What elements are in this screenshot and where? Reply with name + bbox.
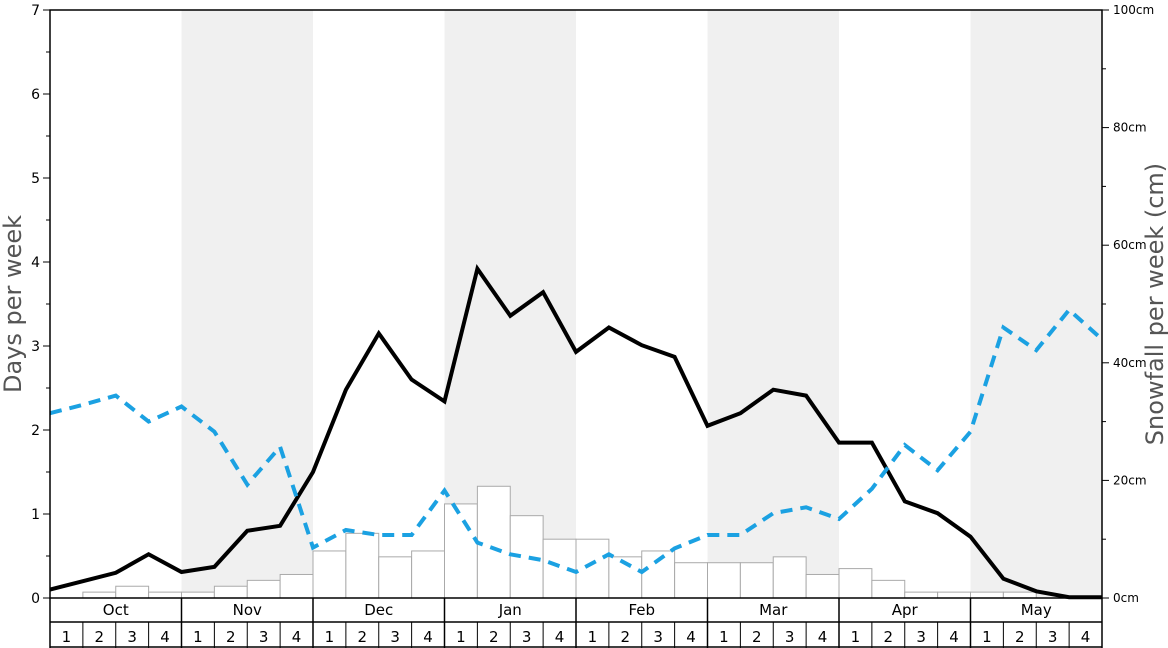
right-tick-label: 60cm: [1113, 238, 1147, 252]
right-tick-label: 80cm: [1113, 121, 1147, 135]
snowfall-bar-2: [82, 591, 117, 599]
week-label: 3: [259, 628, 269, 646]
week-label: 1: [456, 628, 466, 646]
week-label: 1: [193, 628, 203, 646]
month-label-feb: Feb: [628, 601, 655, 619]
week-label: 3: [127, 628, 137, 646]
snowfall-bar-26: [871, 579, 906, 599]
week-label: 3: [1048, 628, 1058, 646]
snowfall-bar-28: [937, 591, 971, 599]
week-label: 1: [982, 628, 992, 646]
snowfall-bar-6: [213, 585, 248, 599]
week-label: 2: [1015, 628, 1025, 646]
week-label: 3: [653, 628, 663, 646]
snowfall-bar-25: [838, 568, 873, 599]
week-label: 4: [1081, 628, 1091, 646]
month-shading: [181, 10, 1102, 598]
week-label: 2: [95, 628, 105, 646]
snowfall-bar-8: [279, 573, 314, 599]
snowfall-bar-12: [411, 550, 445, 599]
snowfall-bar-3: [115, 585, 150, 599]
right-tick-label: 40cm: [1113, 356, 1147, 370]
left-tick-label: 0: [31, 591, 40, 607]
week-label: 4: [818, 628, 828, 646]
snowfall-bar-9: [312, 550, 347, 599]
month-label-nov: Nov: [233, 601, 262, 619]
month-label-apr: Apr: [892, 601, 919, 619]
snowfall-bar-5: [181, 591, 215, 599]
right-tick-label: 20cm: [1113, 473, 1147, 487]
month-shade-may: [970, 10, 1102, 598]
month-shade-mar: [707, 10, 839, 598]
solid-series-line: [49, 263, 1102, 600]
month-shade-nov: [181, 10, 313, 598]
snowfall-bar-7: [246, 579, 281, 599]
week-label: 4: [292, 628, 302, 646]
week-label: 2: [884, 628, 894, 646]
snowfall-bar-17: [575, 538, 610, 599]
left-tick-label: 7: [31, 3, 40, 19]
dashed-line-series: [49, 307, 1104, 575]
month-label-may: May: [1021, 601, 1052, 619]
week-label: 4: [686, 628, 696, 646]
week-label: 2: [226, 628, 236, 646]
snowfall-bar-30: [1002, 591, 1037, 599]
left-tick-label: 1: [31, 507, 40, 523]
week-label: 2: [621, 628, 631, 646]
snowfall-bar-13: [444, 503, 478, 599]
left-axis: 0 1 2 3 4 5 6 7: [31, 3, 50, 607]
month-label-oct: Oct: [103, 601, 129, 619]
snowfall-bars: [82, 485, 1037, 599]
week-label: 1: [719, 628, 729, 646]
snowfall-bar-4: [148, 591, 182, 599]
week-label: 2: [752, 628, 762, 646]
left-tick-label: 4: [31, 255, 40, 271]
week-label: 3: [522, 628, 532, 646]
week-label: 4: [160, 628, 170, 646]
left-axis-title: Days per week: [0, 215, 27, 393]
week-label: 1: [325, 628, 335, 646]
left-tick-label: 5: [31, 171, 40, 187]
week-label: 3: [390, 628, 400, 646]
right-tick-label: 100cm: [1113, 3, 1154, 17]
snowfall-bar-23: [772, 556, 807, 599]
solid-line-series: [49, 263, 1102, 600]
week-label: 1: [62, 628, 72, 646]
week-label: 2: [489, 628, 499, 646]
snowfall-bar-22: [739, 562, 774, 599]
month-label-dec: Dec: [364, 601, 393, 619]
snowfall-bar-10: [345, 532, 380, 599]
week-label: 1: [851, 628, 861, 646]
dashed-series-line: [49, 307, 1104, 575]
snowfall-bar-29: [970, 591, 1004, 599]
week-label: 1: [588, 628, 598, 646]
right-axis-title: Snowfall per week (cm): [1141, 163, 1168, 445]
snowfall-bar-21: [707, 562, 741, 599]
left-tick-label: 2: [31, 423, 40, 439]
month-label-mar: Mar: [759, 601, 788, 619]
right-axis: 0cm 20cm 40cm 60cm 80cm 100cm: [1102, 3, 1154, 605]
week-label: 3: [785, 628, 795, 646]
snowfall-bar-20: [674, 562, 708, 599]
snowfall-bar-27: [904, 591, 939, 599]
snowfall-bar-14: [476, 485, 511, 599]
left-tick-label: 3: [31, 339, 40, 355]
snowfall-bar-11: [378, 556, 413, 599]
snowfall-bar-24: [805, 573, 840, 599]
left-tick-label: 6: [31, 87, 40, 103]
week-label: 3: [916, 628, 926, 646]
week-label: 4: [423, 628, 433, 646]
week-label: 4: [949, 628, 959, 646]
right-tick-label: 0cm: [1113, 591, 1139, 605]
month-label-jan: Jan: [498, 601, 522, 619]
week-label: 4: [555, 628, 565, 646]
month-axis: Oct 1 2 3 4 Nov 1 2 3 4 Dec 1 2 3 4 Jan 1 2 3 4 Feb 1 2 3 4 Mar 1 2…: [49, 598, 1103, 648]
week-label: 2: [358, 628, 368, 646]
